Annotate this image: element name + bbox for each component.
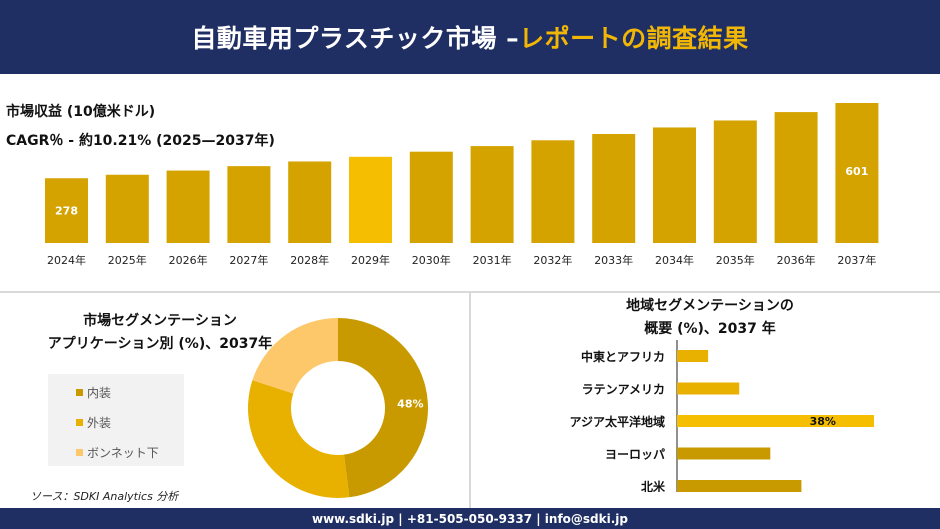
x-tick-label: 2034年 [655,253,694,267]
region-label: アジア太平洋地域 [569,414,665,429]
donut-slice-ボンネット下 [252,318,338,394]
legend-label: 内装 [87,386,112,400]
region-bar-中東とアフリカ [677,350,709,362]
revenue-bar-2024年 [45,178,88,243]
revenue-bar-2035年 [713,120,757,243]
revenue-bar-2031年 [470,146,514,243]
source-note: ソース：SDKI Analytics 分析 [30,490,179,503]
x-tick-label: 2032年 [533,253,572,267]
legend-label: ボンネット下 [87,446,159,460]
legend-swatch [76,389,83,396]
x-tick-label: 2035年 [716,253,755,267]
revenue-bar-2027年 [227,166,271,243]
revenue-bar-2037年 [835,103,879,243]
application-segment-title: 市場セグメンテーション アプリケーション別 (%)、2037年 [10,310,310,356]
x-tick-label: 2024年 [47,253,86,267]
application-legend: 内装 外装 ボンネット下 [48,374,184,466]
revenue-bar-2030年 [409,151,453,243]
revenue-bar-2034年 [653,127,696,243]
x-tick-label: 2026年 [169,253,208,267]
region-bar-ヨーロッパ [677,447,771,460]
x-tick-label: 2031年 [473,253,512,267]
report-title: 自動車用プラスチック市場 –レポートの調査結果 [191,19,748,55]
regional-segment-title: 地域セグメンテーションの 概要 (%)、2037 年 [560,295,860,341]
legend-swatch [76,419,83,426]
report-title-main: 自動車用プラスチック市場 – [191,24,520,53]
region-value-label: 38% [810,415,836,428]
application-segment-title-line1: 市場セグメンテーション [83,313,237,329]
donut-slice-外装 [247,380,350,498]
bar-value-label: 278 [55,205,78,218]
application-donut-chart: 48% [247,318,429,498]
revenue-bar-2025年 [105,174,149,243]
x-tick-label: 2037年 [837,253,876,267]
region-label: ラテンアメリカ [582,383,665,397]
contact-footer: www.sdki.jp | +81-505-050-9337 | info@sd… [0,508,940,529]
donut-slice-内装 [338,318,429,498]
revenue-bar-2032年 [531,140,575,243]
report-header: 自動車用プラスチック市場 –レポートの調査結果 [0,0,940,74]
region-label: 北米 [641,479,666,492]
contact-info: www.sdki.jp | +81-505-050-9337 | info@sd… [311,511,628,526]
application-segment-title-line2: アプリケーション別 (%)、2037年 [47,336,273,352]
x-tick-label: 2025年 [108,253,147,267]
section-divider-vertical [469,293,471,508]
legend-item-interior: 内装 [76,384,111,401]
region-bar-北米 [677,480,802,492]
donut-value-label: 48% [397,397,423,410]
revenue-bar-2029年 [349,156,392,243]
region-label: 中東とアフリカ [581,349,665,364]
legend-item-exterior: 外装 [76,414,111,431]
x-tick-label: 2036年 [777,253,816,267]
section-divider [0,291,940,293]
bar-value-label: 601 [845,165,868,178]
region-bar-ラテンアメリカ [677,382,740,395]
x-tick-label: 2029年 [351,253,390,267]
x-tick-label: 2030年 [412,253,451,267]
report-title-accent: レポートの調査結果 [519,24,749,53]
region-bar-アジア太平洋地域 [677,415,874,427]
revenue-label: 市場収益 (10億米ドル) [6,104,156,120]
revenue-bar-2026年 [166,170,210,243]
legend-swatch [76,449,83,456]
x-tick-label: 2033年 [594,253,633,267]
regional-segment-title-line1: 地域セグメンテーションの [626,298,794,314]
legend-label: 外装 [87,416,112,430]
x-tick-label: 2027年 [229,253,268,267]
legend-item-under-hood: ボンネット下 [76,444,159,461]
region-label: ヨーロッパ [605,448,665,462]
revenue-bar-2036年 [774,112,818,243]
revenue-bar-2028年 [288,161,332,243]
market-revenue-bar-chart: 2024年 278 2025年 2026年 2027年 2028年 2029年 2030年 20… [45,103,879,267]
cagr-label: CAGR％ - 約10.21% (2025—2037年) [6,133,275,149]
regional-segment-title-line2: 概要 (%)、2037 年 [644,321,776,337]
revenue-bar-2033年 [592,133,636,243]
x-tick-label: 2028年 [290,253,329,267]
